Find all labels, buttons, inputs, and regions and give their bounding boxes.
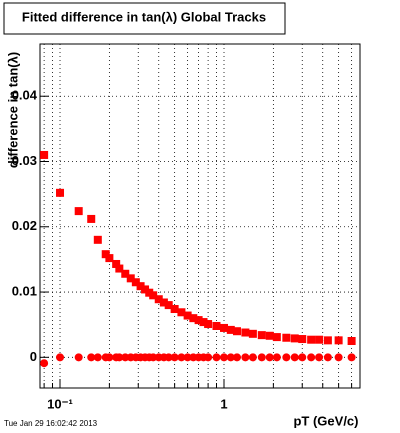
point: [149, 353, 158, 362]
point: [212, 353, 221, 362]
point: [334, 336, 343, 345]
point: [204, 320, 213, 329]
point: [290, 353, 299, 362]
point: [241, 328, 250, 337]
point: [154, 295, 163, 304]
point: [189, 314, 198, 323]
point: [164, 353, 173, 362]
point: [272, 333, 281, 342]
point: [170, 305, 179, 314]
timestamp: Tue Jan 29 16:02:42 2013: [4, 419, 98, 428]
point: [74, 207, 83, 216]
point: [126, 274, 135, 283]
point: [265, 353, 274, 362]
point: [115, 353, 124, 362]
point: [93, 235, 102, 244]
point: [323, 353, 332, 362]
point: [232, 327, 241, 336]
point: [220, 323, 229, 332]
point: [248, 329, 257, 338]
point: [298, 335, 307, 344]
x-axis-label: pT (GeV/c): [293, 413, 358, 428]
point: [93, 353, 102, 362]
point: [40, 150, 49, 159]
point: [183, 353, 192, 362]
point: [136, 282, 145, 291]
y-tick-label: 0.03: [12, 153, 37, 168]
point: [226, 353, 235, 362]
point: [121, 353, 130, 362]
point: [164, 301, 173, 310]
point: [248, 353, 257, 362]
y-tick-label: 0.04: [12, 88, 38, 103]
point: [105, 254, 114, 263]
point: [159, 298, 168, 307]
point: [199, 318, 208, 327]
point: [74, 353, 83, 362]
point: [149, 291, 158, 300]
point: [334, 353, 343, 362]
point: [112, 259, 121, 268]
point: [212, 321, 221, 330]
point: [241, 353, 250, 362]
point: [315, 353, 324, 362]
point: [257, 331, 266, 340]
point: [290, 334, 299, 343]
point: [87, 214, 96, 223]
point: [177, 308, 186, 317]
point: [141, 285, 150, 294]
point: [282, 333, 291, 342]
y-tick-label: 0.01: [12, 283, 37, 298]
point: [347, 337, 356, 346]
point: [307, 335, 316, 344]
y-axis-label: difference in tan(λ): [5, 52, 20, 168]
point: [115, 264, 124, 273]
title-box: [3, 2, 286, 35]
point: [265, 331, 274, 340]
x-tick-label: 10⁻¹: [47, 396, 73, 411]
point: [272, 353, 281, 362]
point: [282, 353, 291, 362]
point: [87, 353, 96, 362]
point: [105, 353, 114, 362]
point: [220, 353, 229, 362]
frame: [39, 43, 361, 389]
point: [315, 335, 324, 344]
point: [204, 353, 213, 362]
point: [232, 353, 241, 362]
point: [347, 353, 356, 362]
x-tick-label: 1: [220, 396, 227, 411]
point: [56, 188, 65, 197]
point: [307, 353, 316, 362]
point: [257, 353, 266, 362]
point: [226, 325, 235, 334]
point: [170, 353, 179, 362]
point: [183, 311, 192, 320]
y-tick-label: 0: [30, 349, 37, 364]
chart-title: Fitted difference in tan(λ) Global Track…: [22, 9, 266, 24]
y-tick-label: 0.02: [12, 218, 37, 233]
point: [121, 269, 130, 278]
point: [194, 316, 203, 325]
point: [56, 353, 65, 362]
point: [40, 359, 49, 368]
point: [323, 336, 332, 345]
point: [177, 353, 186, 362]
point: [131, 278, 140, 287]
point: [298, 353, 307, 362]
